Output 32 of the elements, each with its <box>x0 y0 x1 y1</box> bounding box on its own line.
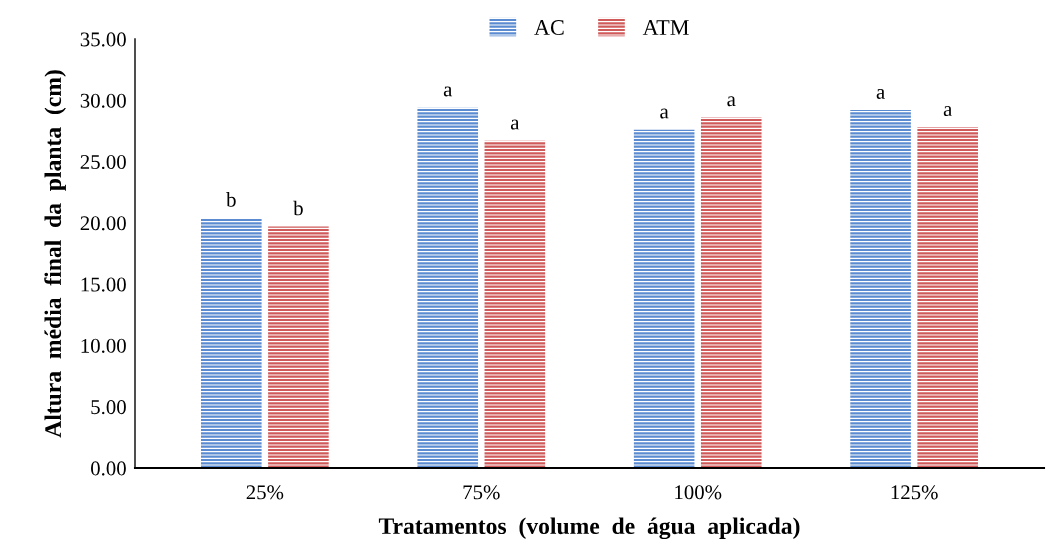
bar <box>201 217 262 468</box>
bar <box>700 117 762 468</box>
y-tick-label: 15.00 <box>81 277 126 292</box>
annotation: a <box>876 88 885 99</box>
y-tick-label: 25.00 <box>80 154 126 170</box>
bar <box>417 107 479 468</box>
legend-label: ATM <box>642 20 689 35</box>
x-tick-label: 75% <box>463 485 500 500</box>
bar <box>633 129 695 468</box>
legend-label: AC <box>534 20 564 35</box>
annotation: a <box>660 108 669 119</box>
y-axis-title: Altura média final da planta (cm) <box>44 70 66 438</box>
x-axis-title: Tratamentos (volume de água aplicada) <box>378 517 800 540</box>
bar <box>484 140 546 468</box>
annotation: a <box>727 96 736 107</box>
x-tick-label: 125% <box>891 485 938 500</box>
x-tick-label: 25% <box>246 485 284 500</box>
annotation: b <box>293 200 303 216</box>
annotation: a <box>510 119 520 130</box>
y-tick-label: 35.00 <box>80 32 126 47</box>
y-tick-label: 5.00 <box>91 400 126 415</box>
annotation: b <box>226 192 236 207</box>
y-tick-label: 20.00 <box>80 216 126 231</box>
x-tick-label: 100% <box>675 485 722 500</box>
bar <box>850 110 911 468</box>
bar <box>917 127 978 468</box>
y-tick-label: 10.00 <box>81 338 126 353</box>
annotation: a <box>943 106 953 117</box>
y-tick-label: 0.00 <box>91 461 126 476</box>
annotation: a <box>443 86 453 97</box>
bar <box>268 226 329 468</box>
y-tick-label: 30.00 <box>80 93 126 108</box>
